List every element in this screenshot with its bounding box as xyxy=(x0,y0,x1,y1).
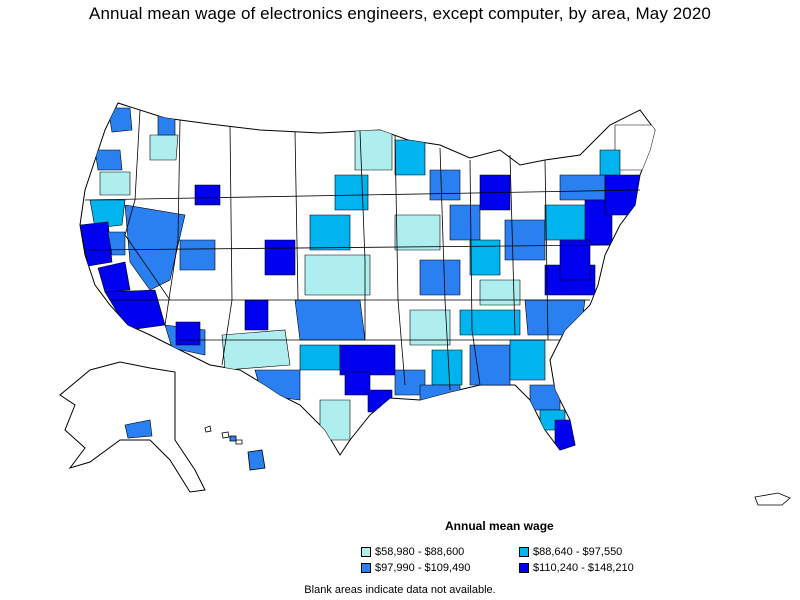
area-n-idaho xyxy=(149,134,179,161)
area-baltimore-dc xyxy=(559,239,591,281)
area-kentucky xyxy=(479,279,521,306)
area-tennessee xyxy=(459,309,521,336)
area-utah xyxy=(179,239,216,271)
area-chicago xyxy=(449,204,481,241)
area-nebraska xyxy=(309,214,351,251)
area-w-texas xyxy=(254,369,301,401)
area-n-texas xyxy=(299,344,341,371)
legend-label-3: $97,990 - $109,490 xyxy=(375,562,471,574)
area-portland xyxy=(94,149,123,171)
area-s-dakota xyxy=(334,174,369,211)
area-new-mexico xyxy=(221,329,291,371)
area-missouri xyxy=(419,259,461,296)
legend-item-3: $97,990 - $109,490 xyxy=(361,562,470,574)
area-alabama xyxy=(469,344,511,386)
area-ne-california xyxy=(89,199,126,229)
area-houston xyxy=(367,389,393,413)
area-oregon xyxy=(99,171,131,196)
area-oklahoma xyxy=(294,299,366,341)
area-arkansas xyxy=(409,309,451,346)
puerto-rico xyxy=(754,492,791,506)
area-maine xyxy=(614,124,655,171)
map-title: Annual mean wage of electronics engineer… xyxy=(89,4,711,23)
area-colorado xyxy=(264,239,296,276)
area-new-england xyxy=(604,174,641,216)
area-sacramento xyxy=(107,231,126,256)
legend-swatch-2 xyxy=(519,547,529,557)
legend-item-1: $58,980 - $88,600 xyxy=(361,546,464,558)
legend-title: Annual mean wage xyxy=(445,519,554,533)
area-anchorage xyxy=(124,419,153,439)
area-vermont-nh xyxy=(599,149,621,176)
legend-label-1: $58,980 - $88,600 xyxy=(375,546,465,558)
legend-swatch-1 xyxy=(361,547,371,557)
legend-swatch-4 xyxy=(519,563,529,573)
area-upstate-ny xyxy=(559,174,606,201)
area-georgia xyxy=(509,339,546,381)
area-wisconsin xyxy=(429,169,461,201)
area-iowa xyxy=(394,214,441,251)
area-seattle xyxy=(107,107,133,133)
area-idaho xyxy=(194,184,221,206)
area-san-antonio xyxy=(319,399,351,441)
area-hawaii-county xyxy=(247,449,266,471)
legend-item-2: $88,640 - $97,550 xyxy=(519,546,622,558)
legend-label-2: $88,640 - $97,550 xyxy=(533,546,623,558)
area-indiana xyxy=(469,239,501,276)
area-s-florida xyxy=(554,419,576,451)
area-bay-area xyxy=(80,221,113,267)
area-tucson xyxy=(175,321,201,346)
legend-swatch-3 xyxy=(361,563,371,573)
area-mississippi xyxy=(431,349,463,386)
area-honolulu xyxy=(229,435,237,442)
hawaii xyxy=(204,425,266,471)
area-ohio xyxy=(504,219,546,261)
alaska xyxy=(59,361,206,493)
area-pennsylvania xyxy=(544,204,591,241)
area-n-florida xyxy=(529,384,561,411)
area-minnesota xyxy=(394,139,426,176)
area-austin xyxy=(344,371,371,396)
area-central-valley xyxy=(97,261,131,293)
area-carolinas xyxy=(524,299,586,336)
legend-item-4: $110,240 - $148,210 xyxy=(519,562,634,574)
legend-label-4: $110,240 - $148,210 xyxy=(533,562,634,574)
area-albuquerque xyxy=(244,299,269,331)
area-dallas xyxy=(339,344,396,376)
data-availability-note: Blank areas indicate data not available. xyxy=(304,584,496,596)
area-kansas xyxy=(304,254,371,296)
